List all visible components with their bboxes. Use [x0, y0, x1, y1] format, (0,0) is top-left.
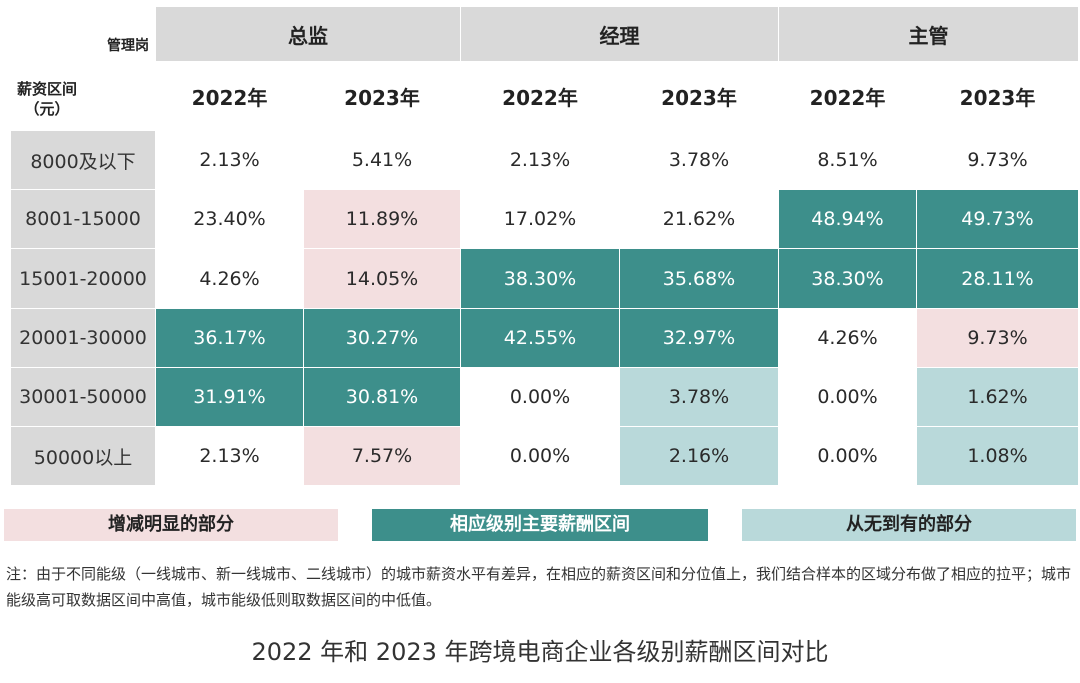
- legend-new-appearance: 从无到有的部分: [742, 509, 1076, 541]
- year-header: 2022年: [460, 61, 620, 131]
- percentage-cell: 49.73%: [916, 189, 1079, 249]
- legend-main-salary-range: 相应级别主要薪酬区间: [372, 509, 708, 541]
- percentage-cell: 9.73%: [916, 308, 1079, 368]
- percentage-cell: 1.08%: [916, 426, 1079, 486]
- table-caption: 2022 年和 2023 年跨境电商企业各级别薪酬区间对比: [251, 638, 829, 666]
- corner-diagonal-line: [11, 7, 156, 131]
- percentage-cell: 8.51%: [778, 130, 917, 190]
- salary-range-label: 15001-20000: [10, 248, 156, 309]
- salary-range-label: 8000及以下: [10, 130, 156, 190]
- corner-header-position: 管理岗: [107, 38, 149, 54]
- role-header-manager: 经理: [460, 6, 779, 62]
- percentage-cell: 32.97%: [619, 308, 779, 368]
- percentage-cell: 38.30%: [778, 248, 917, 309]
- table-row: 20001-30000 36.17% 30.27% 42.55% 32.97% 4.26%…: [10, 308, 1079, 368]
- percentage-cell: 4.26%: [778, 308, 917, 368]
- table-row: 8000及以下 2.13% 5.41% 2.13% 3.78% 8.51% 9.73%: [10, 130, 1079, 190]
- percentage-cell: 9.73%: [916, 130, 1079, 190]
- percentage-cell: 30.81%: [303, 367, 461, 427]
- percentage-cell: 1.62%: [916, 367, 1079, 427]
- percentage-cell: 11.89%: [303, 189, 461, 249]
- percentage-cell: 31.91%: [155, 367, 304, 427]
- percentage-cell: 0.00%: [778, 367, 917, 427]
- percentage-cell: 2.13%: [155, 426, 304, 486]
- salary-range-label: 8001-15000: [10, 189, 156, 249]
- percentage-cell: 0.00%: [460, 367, 620, 427]
- footnote: 注：由于不同能级（一线城市、新一线城市、二线城市）的城市薪资水平有差异，在相应的…: [6, 565, 1072, 609]
- percentage-cell: 0.00%: [460, 426, 620, 486]
- percentage-cell: 35.68%: [619, 248, 779, 309]
- role-header-director: 总监: [155, 6, 461, 62]
- salary-range-label: 20001-30000: [10, 308, 156, 368]
- year-header: 2023年: [303, 61, 461, 131]
- percentage-cell: 3.78%: [619, 367, 779, 427]
- percentage-cell: 21.62%: [619, 189, 779, 249]
- salary-range-label: 30001-50000: [10, 367, 156, 427]
- role-header-supervisor: 主管: [778, 6, 1079, 62]
- percentage-cell: 2.13%: [155, 130, 304, 190]
- percentage-cell: 48.94%: [778, 189, 917, 249]
- corner-header-salary-range: 薪资区间 （元）: [17, 80, 78, 118]
- year-header: 2023年: [619, 61, 779, 131]
- table-row: 30001-50000 31.91% 30.81% 0.00% 3.78% 0.00% 1.…: [10, 367, 1079, 427]
- percentage-cell: 2.13%: [460, 130, 620, 190]
- percentage-cell: 28.11%: [916, 248, 1079, 309]
- percentage-cell: 0.00%: [778, 426, 917, 486]
- percentage-cell: 38.30%: [460, 248, 620, 309]
- percentage-cell: 17.02%: [460, 189, 620, 249]
- salary-range-label: 50000以上: [10, 426, 156, 486]
- percentage-cell: 36.17%: [155, 308, 304, 368]
- percentage-cell: 42.55%: [460, 308, 620, 368]
- percentage-cell: 23.40%: [155, 189, 304, 249]
- salary-range-table: 管理岗 薪资区间 （元） 总监 经理 主管 2022年 2023年 2022年 …: [10, 6, 1079, 486]
- percentage-cell: 3.78%: [619, 130, 779, 190]
- year-header: 2022年: [155, 61, 304, 131]
- table-row: 50000以上 2.13% 7.57% 0.00% 2.16% 0.00% 1.08%: [10, 426, 1079, 486]
- table-row: 8001-15000 23.40% 11.89% 17.02% 21.62% 48.94%…: [10, 189, 1079, 249]
- percentage-cell: 30.27%: [303, 308, 461, 368]
- percentage-cell: 2.16%: [619, 426, 779, 486]
- year-header: 2023年: [916, 61, 1079, 131]
- table-corner-cell: 管理岗 薪资区间 （元）: [10, 6, 156, 131]
- legend-significant-change: 增减明显的部分: [4, 509, 338, 541]
- year-header: 2022年: [778, 61, 917, 131]
- percentage-cell: 7.57%: [303, 426, 461, 486]
- percentage-cell: 5.41%: [303, 130, 461, 190]
- percentage-cell: 4.26%: [155, 248, 304, 309]
- percentage-cell: 14.05%: [303, 248, 461, 309]
- table-row: 15001-20000 4.26% 14.05% 38.30% 35.68% 38.30%…: [10, 248, 1079, 309]
